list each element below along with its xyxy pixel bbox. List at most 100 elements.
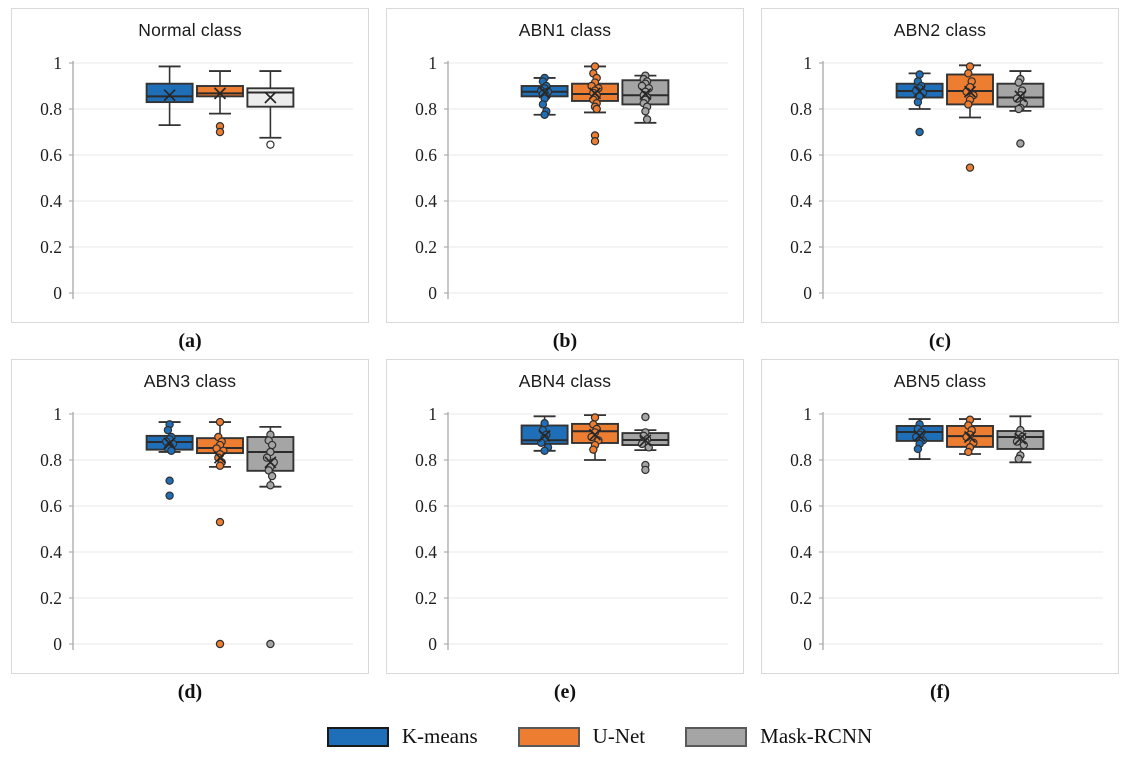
panel-normal: Normal class 1 0.8 0.6 0.4 0.2 0 (a) — [11, 8, 369, 359]
mean-x-marker — [163, 89, 176, 102]
box-series-mask-rcnn — [996, 415, 1045, 464]
iqr-box — [196, 85, 244, 98]
y-tick-label: 0.6 — [790, 496, 812, 516]
y-tick-label: 0.8 — [790, 99, 812, 119]
data-point — [215, 417, 225, 427]
panel-caption-a: (a) — [178, 329, 202, 352]
data-point — [267, 440, 277, 450]
legend-swatch-maskrcnn-icon — [685, 726, 748, 747]
panel-caption-d: (d) — [177, 680, 203, 703]
outlier-point — [965, 163, 975, 172]
outlier-point — [215, 517, 225, 527]
box-series-mask-rcnn — [246, 70, 295, 149]
y-tick-label: 0.6 — [40, 496, 62, 516]
panel-abn4: ABN4 class 1 0.8 0.6 0.4 0.2 0 (e) — [386, 359, 744, 710]
data-point — [267, 471, 277, 481]
outlier-point — [165, 476, 174, 485]
panel-title-b: ABN1 class — [518, 19, 612, 40]
boxplot-chart-b: 1 0.8 0.6 0.4 0.2 0 — [415, 53, 728, 303]
panel-frame-e: ABN4 class 1 0.8 0.6 0.4 0.2 0 — [386, 359, 744, 674]
data-point — [964, 69, 973, 78]
y-tick-label: 0.4 — [415, 191, 437, 211]
box-series-k-means — [520, 415, 569, 456]
legend-label-unet: U-Net — [592, 724, 646, 748]
y-tick-label: 0.6 — [790, 145, 812, 165]
y-tick-label: 1 — [803, 404, 812, 424]
y-tick-label: 0.2 — [40, 237, 62, 257]
data-point — [592, 104, 601, 114]
y-tick-label: 0.2 — [415, 237, 437, 257]
outlier-point — [215, 127, 225, 137]
y-tick-label: 1 — [428, 53, 437, 73]
mean-x-marker — [264, 456, 277, 469]
box-series-k-means — [145, 65, 194, 126]
outlier-point — [590, 136, 600, 146]
y-tick-label: 0.4 — [790, 191, 812, 211]
mean-x-marker — [538, 429, 551, 442]
box-series-u-net — [946, 62, 994, 172]
panel-frame-d: ABN3 class 1 0.8 0.6 0.4 0.2 0 — [11, 359, 369, 674]
legend-item-maskrcnn: Mask-RCNN — [685, 724, 872, 749]
box-series-k-means — [520, 73, 569, 119]
outlier-point — [266, 140, 275, 149]
data-point — [590, 413, 600, 422]
panel-caption-e: (e) — [553, 680, 577, 703]
y-tick-label: 0.4 — [790, 542, 812, 562]
data-point — [1014, 454, 1023, 464]
box-series-u-net — [946, 415, 994, 457]
data-point — [642, 115, 652, 124]
panel-title-e: ABN4 class — [518, 370, 612, 391]
box-series-u-net — [571, 62, 619, 146]
box-series-mask-rcnn — [996, 70, 1045, 148]
panel-title-d: ABN3 class — [143, 370, 237, 391]
data-point — [589, 445, 598, 454]
data-point — [913, 97, 923, 107]
panel-abn1: ABN1 class 1 0.8 0.6 0.4 0.2 0 (b) — [386, 8, 744, 359]
panel-caption-c: (c) — [928, 329, 952, 352]
data-point — [167, 446, 176, 456]
mean-x-marker — [913, 85, 926, 98]
iqr-box — [145, 82, 194, 104]
outlier-point — [641, 412, 650, 422]
mean-x-marker — [639, 87, 652, 101]
box-series-k-means — [895, 418, 944, 460]
mean-x-marker — [588, 87, 602, 100]
mean-x-marker — [264, 91, 277, 104]
data-point — [915, 70, 924, 79]
data-point — [266, 481, 275, 490]
outlier-point — [915, 127, 924, 137]
mean-x-marker — [213, 451, 227, 464]
box-series-k-means — [895, 70, 944, 137]
boxplot-chart-a: 1 0.8 0.6 0.4 0.2 0 — [40, 53, 353, 303]
panel-caption-f: (f) — [930, 680, 950, 703]
mean-x-marker — [913, 429, 926, 442]
y-tick-label: 0 — [53, 283, 62, 303]
y-tick-label: 1 — [428, 404, 437, 424]
data-point — [215, 461, 225, 470]
legend-item-unet: U-Net — [517, 724, 646, 749]
panel-title-f: ABN5 class — [893, 370, 987, 391]
mean-x-marker — [1014, 90, 1027, 103]
mean-x-marker — [1014, 432, 1027, 445]
panel-frame-b: ABN1 class 1 0.8 0.6 0.4 0.2 0 — [386, 8, 744, 323]
data-point — [163, 425, 173, 435]
box-series-mask-rcnn — [621, 412, 670, 475]
panel-abn5: ABN5 class 1 0.8 0.6 0.4 0.2 0 (f) — [761, 359, 1119, 710]
panel-title-a: Normal class — [138, 19, 242, 40]
legend-item-kmeans: K-means — [326, 724, 478, 749]
data-point — [540, 110, 549, 119]
y-tick-label: 0.8 — [40, 99, 62, 119]
legend-label-kmeans: K-means — [401, 724, 478, 748]
panel-title-c: ABN2 class — [893, 19, 987, 40]
legend-swatch-kmeans-icon — [326, 726, 389, 747]
data-point — [540, 446, 549, 456]
outlier-point — [215, 639, 225, 649]
mean-x-marker — [163, 437, 176, 450]
data-point — [964, 100, 973, 109]
mean-x-marker — [588, 428, 602, 441]
data-point — [540, 419, 549, 428]
y-tick-label: 0.6 — [415, 145, 437, 165]
y-tick-label: 0.8 — [415, 99, 437, 119]
data-point — [965, 62, 975, 71]
